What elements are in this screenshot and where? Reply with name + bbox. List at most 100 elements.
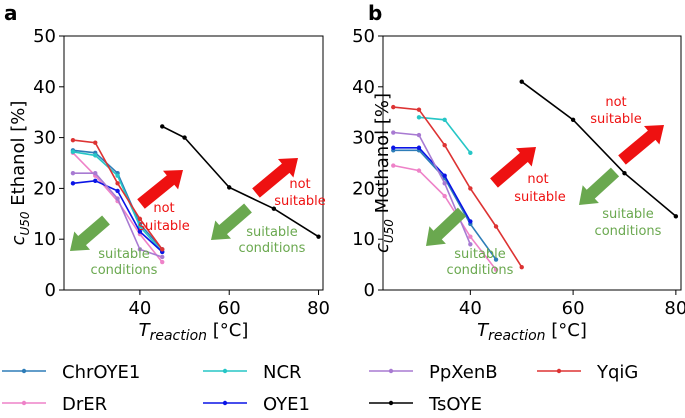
- y-axis-symbol: c: [372, 243, 393, 253]
- data-point-tsoye: [182, 135, 187, 140]
- y-axis-label: cU50 Ethanol [%]: [8, 101, 32, 246]
- x-tick-label: 40: [128, 298, 151, 319]
- data-point-chroye1: [493, 257, 499, 262]
- legend-label: PpXenB: [429, 362, 498, 383]
- series-oye1: [391, 145, 473, 224]
- not-suitable-arrow: [618, 125, 664, 165]
- legend-marker: [556, 368, 562, 374]
- data-point-yqig: [493, 224, 499, 229]
- data-point-yqig: [160, 247, 165, 252]
- data-point-ppxenb: [115, 196, 120, 201]
- data-point-drer: [391, 163, 396, 168]
- series-line-ncr: [418, 116, 471, 154]
- data-point-ppxenb: [93, 170, 98, 176]
- not-suitable-label: not: [153, 201, 174, 216]
- series-line-ppxenb: [393, 131, 472, 245]
- legend: ChrOYE1 NCR PpXenB YqiG DrER OYE1 TsOYE: [2, 362, 638, 415]
- x-axis-subscript: reaction: [150, 328, 207, 344]
- data-point-ncr: [93, 153, 98, 158]
- suitable-label: suitable: [454, 247, 506, 262]
- legend-entry-chroye1: ChrOYE1: [2, 362, 140, 383]
- suitable-label: conditions: [447, 263, 514, 278]
- legend-marker: [222, 400, 228, 406]
- y-tick-label: 0: [45, 280, 56, 301]
- data-point-ncr: [416, 115, 422, 120]
- y-tick-label: 0: [364, 280, 375, 301]
- legend-entry-yqig: YqiG: [537, 362, 638, 383]
- data-point-tsoye: [673, 214, 679, 219]
- y-tick-label: 20: [33, 178, 56, 199]
- not-suitable-arrow: [490, 147, 536, 188]
- y-axis-symbol: c: [8, 235, 29, 245]
- data-point-tsoye: [519, 79, 524, 84]
- data-point-tsoye: [271, 206, 277, 211]
- y-tick-label: 50: [352, 26, 375, 47]
- series-ppxenb: [70, 170, 165, 260]
- data-point-oye1: [442, 173, 447, 178]
- suitable-label: conditions: [91, 263, 158, 278]
- data-point-oye1: [93, 178, 98, 183]
- suitable-arrow: [211, 203, 252, 240]
- x-tick-label: 60: [218, 298, 241, 319]
- series-yqig: [70, 137, 165, 252]
- series-drer: [391, 163, 499, 272]
- x-axis-label: Treaction [°C]: [477, 320, 587, 344]
- data-point-drer: [468, 234, 473, 239]
- plot-frame: [63, 35, 324, 291]
- suitable-label: suitable: [246, 225, 298, 240]
- data-point-yqig: [93, 140, 98, 145]
- data-point-oye1: [416, 145, 422, 150]
- suitable-label: suitable: [602, 207, 654, 222]
- x-axis-unit: [°C]: [546, 320, 587, 341]
- legend-entry-ppxenb: PpXenB: [369, 362, 498, 383]
- legend-marker: [222, 368, 228, 374]
- data-point-yqig: [519, 264, 524, 270]
- x-tick-label: 40: [459, 298, 482, 319]
- x-tick-label: 80: [307, 298, 330, 319]
- panel-label: a: [4, 1, 18, 25]
- suitable-label: conditions: [239, 241, 306, 256]
- not-suitable-label: not: [605, 95, 626, 110]
- not-suitable-label: suitable: [138, 219, 190, 234]
- data-point-yqig: [442, 143, 447, 148]
- x-axis-unit: [°C]: [207, 320, 248, 341]
- data-point-yqig: [137, 216, 143, 222]
- data-point-ncr: [70, 149, 76, 155]
- y-tick-label: 10: [33, 229, 56, 250]
- data-point-tsoye: [622, 170, 627, 176]
- legend-entry-tsoye: TsOYE: [369, 394, 482, 415]
- series-tsoye: [160, 124, 321, 239]
- series-oye1: [70, 178, 165, 255]
- data-point-ncr: [468, 150, 473, 156]
- y-tick-label: 40: [33, 77, 56, 98]
- data-point-yqig: [416, 107, 422, 112]
- data-point-tsoye: [316, 234, 321, 239]
- plot-frame: [382, 35, 682, 291]
- data-point-yqig: [115, 181, 120, 186]
- data-point-drer: [442, 193, 447, 199]
- data-point-tsoye: [227, 185, 232, 190]
- data-point-drer: [416, 168, 422, 173]
- not-suitable-label: suitable: [514, 190, 566, 205]
- legend-label: NCR: [263, 362, 302, 383]
- not-suitable-arrow: [252, 158, 298, 198]
- not-suitable-arrow: [137, 170, 183, 209]
- series-tsoye: [519, 79, 679, 219]
- data-point-ncr: [115, 173, 120, 178]
- data-point-ppxenb: [160, 254, 165, 260]
- suitable-label: conditions: [595, 224, 662, 239]
- data-point-oye1: [468, 219, 473, 224]
- not-suitable-label: suitable: [590, 112, 642, 127]
- data-point-drer: [493, 267, 499, 272]
- legend-marker: [388, 400, 394, 406]
- y-axis-subscript: U50: [382, 219, 396, 243]
- data-point-yqig: [391, 104, 396, 110]
- legend-marker: [21, 400, 27, 406]
- suitable-label: suitable: [98, 247, 150, 262]
- series-ncr: [416, 115, 473, 156]
- legend-label: ChrOYE1: [62, 362, 140, 383]
- suitable-arrow: [426, 207, 467, 246]
- data-point-oye1: [391, 145, 396, 150]
